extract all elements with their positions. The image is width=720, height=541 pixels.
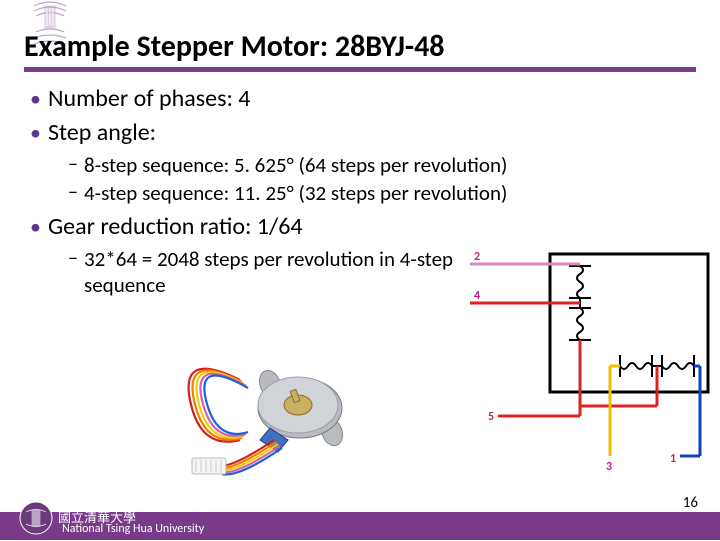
- diagram-label-3: 3: [606, 460, 612, 474]
- title-underline: [24, 67, 696, 72]
- diagram-label-2: 2: [474, 250, 480, 264]
- title-section: Example Stepper Motor: 28BYJ-48: [24, 28, 696, 72]
- diagram-label-1: 1: [670, 452, 676, 466]
- sub-4step: –4-step sequence: 11. 25° (32 steps per …: [68, 180, 700, 206]
- bullet-gear-text: Gear reduction ratio: 1/64: [48, 212, 303, 241]
- bullet-angle-text: Step angle:: [48, 118, 156, 147]
- dash-icon: –: [68, 152, 84, 176]
- slide-title: Example Stepper Motor: 28BYJ-48: [24, 28, 696, 65]
- page-number: 16: [683, 494, 698, 512]
- diagram-label-5: 5: [488, 410, 494, 424]
- dash-icon: –: [68, 180, 84, 204]
- dash-icon: –: [68, 246, 84, 270]
- bullet-phases-text: Number of phases: 4: [48, 84, 250, 113]
- footer-org: National Tsing Hua University: [62, 522, 204, 536]
- bullet-gear: •Gear reduction ratio: 1/64: [30, 212, 700, 242]
- motor-photo: [170, 340, 380, 480]
- bullet-dot-icon: •: [30, 118, 48, 148]
- wiring-diagram: 2 4 5 3 1: [460, 246, 710, 476]
- bullet-dot-icon: •: [30, 212, 48, 242]
- sub-8step-text: 8-step sequence: 5. 625° (64 steps per r…: [84, 152, 507, 178]
- bullet-phases: •Number of phases: 4: [30, 84, 700, 114]
- sub-gear-text: 32*64 = 2048 steps per revolution in 4-s…: [84, 246, 464, 298]
- bullet-dot-icon: •: [30, 84, 48, 114]
- bullet-angle: •Step angle:: [30, 118, 700, 148]
- sub-4step-text: 4-step sequence: 11. 25° (32 steps per r…: [84, 180, 507, 206]
- sub-8step: –8-step sequence: 5. 625° (64 steps per …: [68, 152, 700, 178]
- diagram-label-4: 4: [474, 289, 480, 303]
